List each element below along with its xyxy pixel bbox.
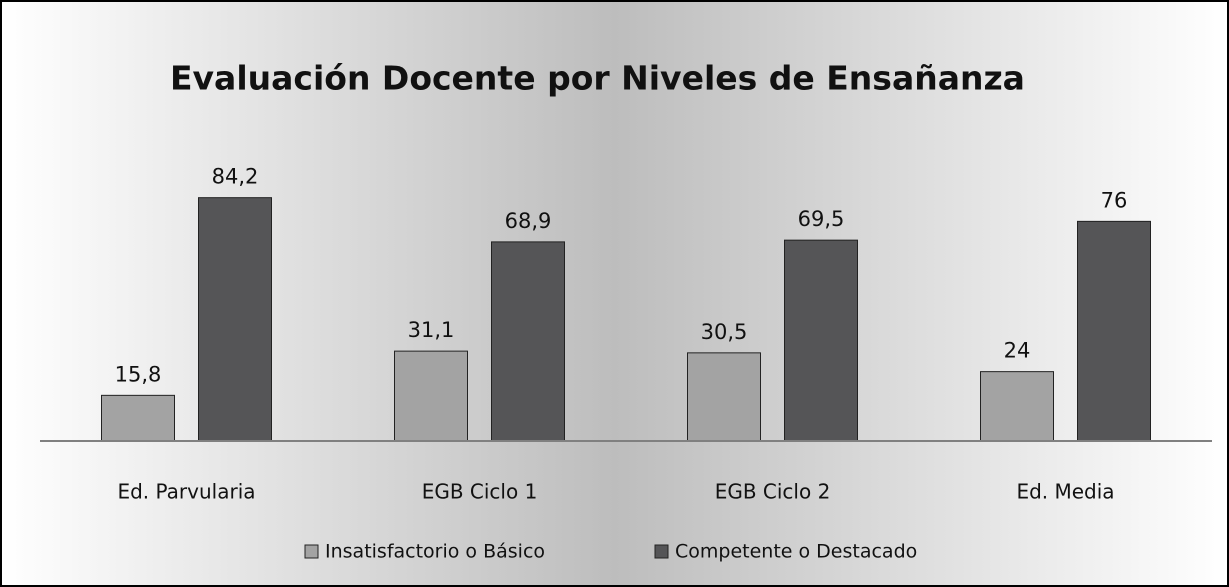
data-label: 84,2 [212, 165, 259, 189]
bar [101, 394, 175, 442]
x-tick-label: EGB Ciclo 2 [715, 480, 831, 504]
x-tick-label: Ed. Parvularia [117, 480, 255, 504]
data-label: 24 [1004, 339, 1031, 363]
bar [980, 371, 1054, 442]
bar [784, 239, 858, 442]
data-label: 69,5 [798, 207, 845, 231]
x-tick-label: EGB Ciclo 1 [422, 480, 538, 504]
bar [491, 241, 565, 442]
data-label: 76 [1101, 188, 1128, 212]
data-label: 31,1 [408, 318, 455, 342]
bar [394, 350, 468, 442]
data-label: 68,9 [505, 209, 552, 233]
legend-swatch [654, 544, 669, 559]
chart-title: Evaluación Docente por Niveles de Ensaña… [170, 59, 1025, 98]
x-tick-label: Ed. Media [1016, 480, 1114, 504]
bar [687, 352, 761, 442]
data-label: 30,5 [701, 320, 748, 344]
legend-label: Competente o Destacado [675, 541, 917, 563]
bar [198, 197, 272, 442]
bar [1077, 220, 1151, 442]
data-label: 15,8 [115, 362, 162, 386]
legend-label: Insatisfactorio o Básico [325, 541, 545, 563]
legend-swatch [304, 544, 319, 559]
